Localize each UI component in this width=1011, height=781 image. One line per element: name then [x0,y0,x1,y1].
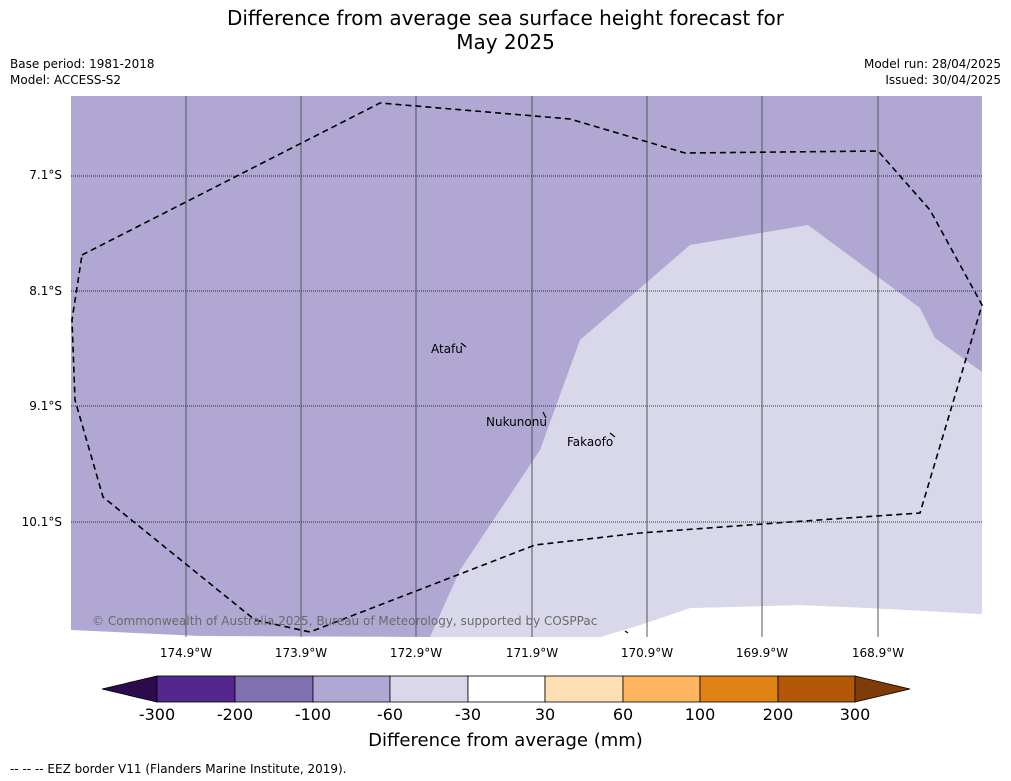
small-island [624,630,629,634]
lat-label: 10.1°S [21,515,62,529]
legend-footnote: -- -- -- EEZ border V11 (Flanders Marine… [10,762,347,776]
map-edge [71,605,982,640]
title-line-2: May 2025 [456,30,555,54]
colorbar-extend-high [854,675,911,703]
lon-label: 173.9°W [274,646,328,660]
colorbar-extend-low [101,675,158,703]
colorbar-tick: 100 [684,705,716,724]
nukunonu-island [542,411,547,419]
place-fakaofo: Fakaofo [567,435,614,449]
colorbar-tick: -30 [454,705,482,724]
colorbar-tick: -200 [216,705,254,724]
base-period: Base period: 1981-2018 [10,57,155,71]
colorbar-tick: 30 [534,705,556,724]
lat-label: 8.1°S [29,284,62,298]
eez-border [71,102,983,633]
fakaofo-island [609,432,616,438]
colorbar-tick: 200 [762,705,794,724]
lat-label: 9.1°S [29,399,62,413]
model-name: Model: ACCESS-S2 [10,73,122,87]
colorbar-bin [234,675,314,703]
lon-label: 170.9°W [620,646,674,660]
colorbar-bin [467,675,546,703]
colorbar-bin [544,675,624,703]
lon-label: 172.9°W [389,646,443,660]
anomaly-zone-60-30 [430,225,982,637]
colorbar-bin [622,675,701,703]
colorbar-tick: -100 [294,705,332,724]
lon-label: 168.9°W [851,646,905,660]
colorbar [101,675,911,703]
title-line-1: Difference from average sea surface heig… [226,6,785,30]
colorbar-bin [156,675,236,703]
place-nukunonu: Nukunonu [486,415,547,429]
colorbar-tick: 60 [612,705,634,724]
colorbar-tick: -60 [376,705,404,724]
colorbar-bin [777,675,856,703]
colorbar-bin [699,675,779,703]
place-atafu: Atafu [431,342,463,356]
issued-date: Issued: 30/04/2025 [885,73,1001,87]
lon-label: 174.9°W [159,646,213,660]
meta-right: Model run: 28/04/2025 Issued: 30/04/2025 [864,56,1001,88]
colorbar-title: Difference from average (mm) [368,730,643,751]
atafu-island [460,342,467,348]
model-run: Model run: 28/04/2025 [863,57,1001,71]
meta-left: Base period: 1981-2018 Model: ACCESS-S2 [10,56,155,88]
copyright-notice: © Commonwealth of Australia 2025, Bureau… [92,614,598,628]
map-title: Difference from average sea surface heig… [0,6,1011,54]
colorbar-tick: -300 [138,705,176,724]
lon-label: 169.9°W [735,646,789,660]
lat-label: 7.1°S [29,168,62,182]
colorbar-bin [312,675,391,703]
colorbar-tick: 300 [839,705,871,724]
lon-label: 171.9°W [505,646,559,660]
colorbar-bin [389,675,469,703]
